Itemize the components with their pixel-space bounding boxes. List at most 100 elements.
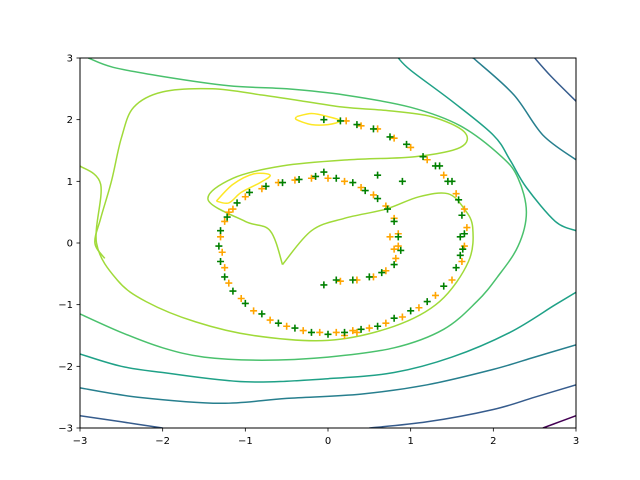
contour-line-3 (94, 87, 469, 265)
y-tick-label-6: 3 (67, 54, 73, 65)
point-1-47 (397, 246, 405, 254)
x-tick-label-5: 2 (490, 436, 496, 447)
point-0-13 (431, 291, 439, 299)
contour-line-9 (80, 414, 163, 428)
point-0-8 (460, 205, 468, 213)
point-1-32 (223, 213, 231, 221)
point-0-39 (357, 184, 365, 191)
point-0-31 (229, 205, 237, 213)
point-0-20 (316, 328, 324, 336)
point-1-42 (361, 187, 369, 195)
point-0-37 (324, 174, 332, 182)
contour-line-1 (215, 172, 271, 205)
point-0-4 (407, 143, 415, 151)
point-1-45 (390, 217, 398, 225)
point-0-3 (390, 134, 398, 142)
point-1-57 (398, 177, 406, 185)
point-0-21 (299, 327, 307, 335)
x-tick-label-3: 0 (325, 436, 331, 447)
y-axis: −3 −2 −1 0 1 2 3 (58, 54, 80, 435)
y-tick-label-0: −3 (58, 424, 73, 435)
y-tick-label-2: −1 (58, 300, 73, 311)
point-1-21 (324, 330, 332, 338)
point-1-44 (384, 205, 392, 213)
point-1-30 (215, 242, 223, 250)
point-0-17 (365, 324, 373, 332)
point-0-5 (423, 156, 431, 164)
point-1-58 (436, 162, 444, 170)
point-0-9 (463, 224, 471, 232)
y-tick-label-3: 0 (67, 239, 73, 250)
point-0-32 (241, 193, 249, 201)
contour-line-6 (397, 58, 576, 232)
contour-line-0 (294, 112, 342, 126)
point-0-15 (398, 313, 406, 321)
point-1-24 (274, 319, 282, 327)
scatter-layer (215, 116, 471, 339)
point-1-16 (407, 307, 415, 315)
point-1-9 (455, 196, 463, 204)
contour-line-8 (471, 58, 576, 161)
point-0-46 (382, 267, 390, 275)
point-0-23 (266, 316, 274, 324)
point-1-38 (312, 172, 320, 180)
point-1-55 (448, 177, 456, 185)
point-0-12 (448, 276, 456, 284)
point-1-0 (320, 116, 328, 124)
point-0-36 (307, 174, 315, 182)
point-0-51 (386, 233, 394, 241)
point-1-43 (374, 195, 382, 203)
point-0-49 (336, 277, 344, 285)
point-1-35 (262, 182, 270, 190)
point-0-11 (458, 258, 466, 265)
plot-area (80, 58, 576, 428)
x-axis: −3 −2 −1 0 1 2 3 (73, 428, 579, 447)
point-1-41 (349, 179, 357, 187)
point-1-33 (233, 199, 241, 207)
point-1-1 (336, 117, 344, 125)
point-1-54 (456, 233, 464, 241)
contour-line-10 (369, 384, 576, 428)
point-1-4 (386, 133, 394, 141)
point-0-18 (349, 327, 357, 335)
point-0-16 (382, 319, 390, 327)
point-1-25 (258, 310, 266, 318)
point-1-56 (374, 171, 382, 179)
point-1-5 (403, 140, 411, 148)
x-tick-label-6: 3 (573, 436, 579, 447)
y-tick-label-1: −2 (58, 362, 73, 373)
contour-line-4 (80, 58, 528, 361)
point-1-39 (320, 168, 328, 176)
point-1-18 (374, 322, 382, 330)
contour-line-5 (80, 291, 576, 383)
point-1-49 (378, 269, 386, 277)
point-1-15 (423, 298, 431, 306)
point-1-52 (332, 276, 340, 284)
point-1-28 (221, 273, 229, 281)
point-1-13 (452, 264, 460, 272)
point-0-33 (258, 185, 266, 193)
point-1-22 (307, 328, 315, 336)
point-0-7 (452, 190, 460, 198)
point-1-36 (279, 179, 287, 187)
point-1-51 (349, 276, 357, 284)
point-1-53 (320, 281, 328, 289)
point-1-12 (459, 245, 467, 253)
series-1 (215, 116, 468, 338)
point-1-23 (291, 324, 299, 332)
point-1-48 (390, 261, 398, 269)
point-1-26 (241, 299, 249, 307)
point-1-27 (229, 287, 237, 295)
point-0-14 (415, 304, 423, 312)
point-0-40 (369, 191, 377, 199)
point-1-59 (456, 251, 464, 259)
point-1-34 (245, 188, 253, 196)
point-1-6 (419, 153, 427, 161)
point-1-11 (460, 230, 468, 238)
contour-line-7 (80, 344, 576, 405)
point-1-29 (217, 258, 225, 265)
point-0-52 (225, 208, 233, 216)
x-tick-label-1: −2 (155, 436, 170, 447)
contour-line-11 (534, 58, 576, 102)
